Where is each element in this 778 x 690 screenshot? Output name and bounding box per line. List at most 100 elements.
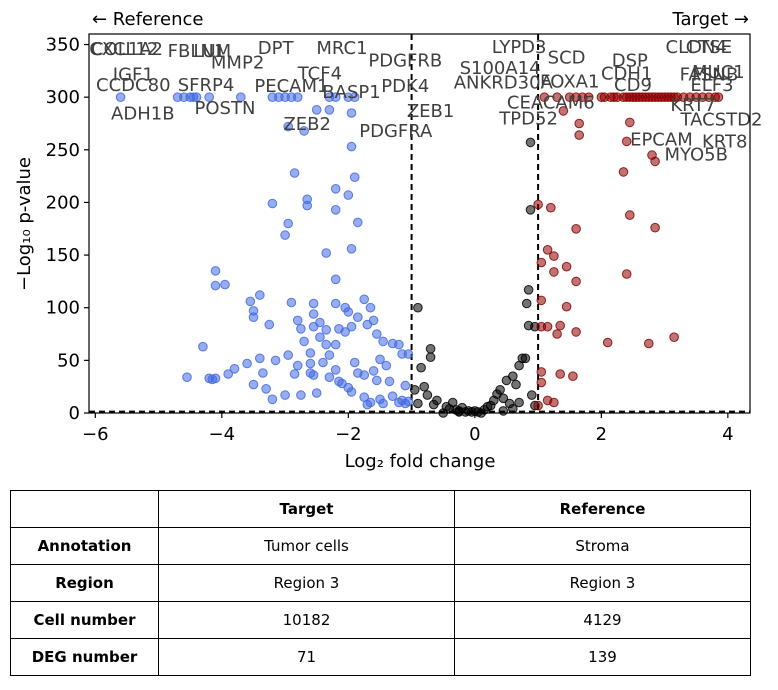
- data-point: [296, 324, 306, 334]
- data-point: [410, 385, 420, 395]
- data-point: [321, 325, 332, 335]
- data-point: [525, 205, 536, 215]
- data-point: [577, 92, 588, 102]
- gene-label: ADH1B: [111, 103, 175, 124]
- gene-label: IGF1: [113, 64, 154, 85]
- data-point: [349, 172, 360, 182]
- table-header-row: Target Reference: [10, 490, 751, 528]
- data-point: [330, 205, 341, 215]
- target-cell: 10182: [158, 601, 455, 639]
- data-point: [495, 385, 505, 395]
- table-row: Region Region 3 Region 3: [10, 564, 751, 602]
- data-point: [691, 92, 702, 102]
- plot-frame: [88, 33, 751, 414]
- gene-label: MMP2: [211, 53, 264, 74]
- reference-cell: 4129: [454, 601, 751, 639]
- data-point: [311, 388, 322, 398]
- data-point: [296, 390, 306, 400]
- data-point: [425, 352, 436, 363]
- x-tick-label: −2: [335, 424, 362, 445]
- data-point: [422, 390, 433, 400]
- data-point: [343, 307, 354, 317]
- data-point: [416, 362, 426, 373]
- data-point: [514, 397, 524, 408]
- gene-label: PDK4: [381, 76, 429, 97]
- data-point: [704, 92, 714, 102]
- data-point: [368, 366, 379, 376]
- data-point: [248, 379, 259, 390]
- data-point: [261, 384, 271, 394]
- data-point: [612, 92, 623, 102]
- row-label: Annotation: [10, 527, 159, 565]
- data-point: [574, 130, 585, 140]
- data-point: [340, 327, 351, 337]
- y-tick-label: 300: [46, 87, 80, 108]
- data-point: [283, 218, 294, 229]
- data-point: [330, 92, 341, 102]
- data-point: [387, 391, 398, 402]
- data-point: [254, 353, 265, 364]
- data-point: [533, 400, 543, 411]
- data-point: [359, 294, 370, 305]
- data-point: [321, 339, 332, 350]
- gene-label: POSTN: [195, 98, 256, 119]
- data-point: [299, 126, 309, 136]
- data-point: [242, 358, 252, 369]
- target-cell: 71: [158, 638, 455, 676]
- gene-label: LUM: [193, 41, 231, 62]
- row-label: DEG number: [10, 638, 159, 676]
- data-point: [330, 365, 341, 375]
- data-point: [236, 92, 246, 102]
- gene-label: CDH1: [601, 63, 652, 84]
- gene-label: FLNB: [692, 64, 738, 85]
- gene-label: BASP1: [322, 82, 380, 103]
- data-point: [372, 375, 382, 386]
- y-axis-label: −Log₁₀ p-value: [14, 157, 35, 291]
- data-point: [625, 210, 635, 220]
- data-point: [602, 337, 613, 348]
- gene-label: FOXA1: [540, 72, 599, 93]
- data-point: [419, 381, 430, 392]
- y-tick-label: 100: [46, 298, 80, 319]
- data-point: [330, 339, 341, 350]
- y-tick-label: 150: [46, 245, 80, 266]
- data-point: [204, 373, 214, 384]
- data-point: [346, 387, 357, 397]
- gene-label: ZEB2: [283, 114, 331, 135]
- table-header-cell: [10, 490, 159, 528]
- row-label: Cell number: [10, 601, 159, 639]
- data-point: [330, 184, 341, 194]
- x-tick-label: 4: [722, 424, 733, 445]
- gene-label: CD9: [614, 75, 652, 96]
- data-point: [413, 398, 423, 409]
- data-point: [346, 244, 357, 254]
- data-point: [302, 200, 313, 211]
- data-point: [523, 285, 534, 295]
- gene-label: EPCAM: [630, 130, 693, 151]
- y-tick-label: 200: [46, 192, 80, 213]
- gene-label: MYO5B: [664, 144, 728, 165]
- data-point: [527, 390, 537, 400]
- data-point: [555, 369, 566, 379]
- data-point: [280, 230, 290, 240]
- threshold-lines: [89, 34, 750, 413]
- direction-right-label: Target →: [672, 9, 750, 30]
- data-point: [283, 121, 294, 132]
- gene-label: S100A14: [460, 58, 541, 79]
- gene-label: MRC1: [316, 38, 367, 59]
- data-point: [561, 301, 572, 312]
- data-point: [525, 137, 536, 148]
- data-point: [191, 92, 202, 102]
- target-cell: Tumor cells: [158, 527, 455, 565]
- data-point: [330, 274, 341, 285]
- data-point: [270, 355, 281, 366]
- data-point: [413, 302, 423, 313]
- data-point: [289, 168, 300, 178]
- data-point: [308, 298, 319, 309]
- table-row: Annotation Tumor cells Stroma: [10, 527, 751, 565]
- data-point: [650, 222, 660, 233]
- data-point: [536, 295, 547, 306]
- x-axis-label: Log₂ fold change: [345, 451, 496, 472]
- data-point: [346, 141, 357, 152]
- data-point: [299, 336, 309, 347]
